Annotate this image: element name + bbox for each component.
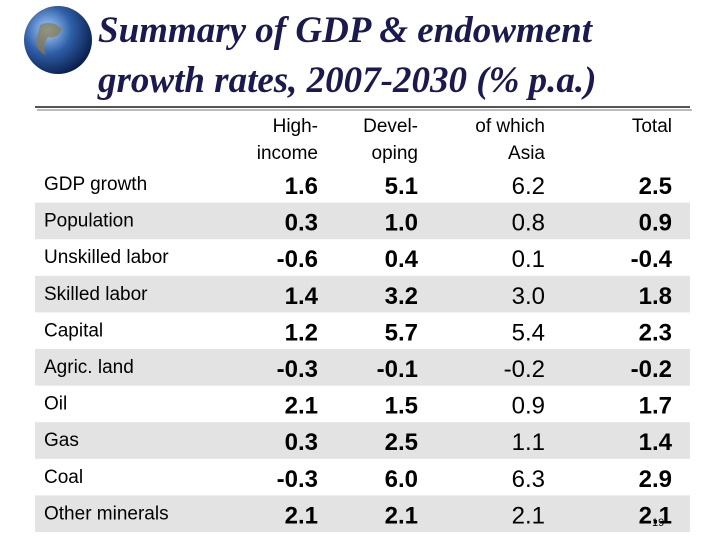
cell-value: 2.9 xyxy=(639,466,672,493)
row-band xyxy=(35,349,690,386)
cell-value: 1.4 xyxy=(285,283,319,310)
cell-value: -0.4 xyxy=(631,246,673,273)
row-label: Oil xyxy=(44,394,67,415)
row-label: Unskilled labor xyxy=(44,247,169,268)
column-header: of which xyxy=(475,116,545,137)
cell-value: 2.1 xyxy=(385,502,418,529)
row-band xyxy=(35,422,690,459)
cell-value: 1.1 xyxy=(512,429,545,456)
page-number: 19 xyxy=(652,517,664,529)
globe-icon xyxy=(24,6,92,74)
title-line: growth rates, 2007-2030 (% p.a.) xyxy=(97,60,596,101)
cell-value: 5.1 xyxy=(385,173,418,200)
column-header: Asia xyxy=(508,143,545,164)
cell-value: -0.6 xyxy=(277,246,318,273)
row-label: Skilled labor xyxy=(44,284,148,305)
cell-value: 2.1 xyxy=(285,393,318,420)
row-label: Agric. land xyxy=(44,357,134,378)
row-label: Capital xyxy=(44,320,103,341)
cell-value: 2.1 xyxy=(285,502,318,529)
cell-value: 2.1 xyxy=(639,502,672,529)
cell-value: 1.2 xyxy=(285,319,318,346)
cell-value: 2.3 xyxy=(639,319,672,346)
row-band xyxy=(35,202,690,240)
cell-value: -0.2 xyxy=(631,356,672,383)
cell-value: 2.1 xyxy=(512,502,545,529)
cell-value: 5.7 xyxy=(385,319,418,346)
row-band xyxy=(35,275,690,313)
cell-value: 0.9 xyxy=(512,393,545,420)
row-label: Gas xyxy=(44,430,79,451)
cell-value: 1.0 xyxy=(385,210,418,237)
cell-value: -0.1 xyxy=(377,356,418,383)
cell-value: 0.8 xyxy=(512,210,545,237)
cell-value: 1.7 xyxy=(639,393,672,420)
column-header: High- xyxy=(273,116,318,137)
cell-value: 0.4 xyxy=(385,246,419,273)
cell-value: 5.4 xyxy=(512,319,545,346)
column-header: Total xyxy=(632,116,672,137)
cell-value: -0.2 xyxy=(504,356,545,383)
row-band xyxy=(35,495,690,532)
cell-value: 2.5 xyxy=(639,173,672,200)
cell-value: 0.9 xyxy=(639,210,672,237)
cell-value: -0.3 xyxy=(277,466,318,493)
cell-value: 1.6 xyxy=(285,173,318,200)
cell-value: 6.2 xyxy=(512,173,545,200)
cell-value: 1.5 xyxy=(385,393,418,420)
column-header: Devel- xyxy=(363,116,418,137)
column-header: oping xyxy=(372,143,419,164)
cell-value: 1.4 xyxy=(639,429,673,456)
cell-value: 0.3 xyxy=(285,429,318,456)
cell-value: 6.3 xyxy=(512,466,545,493)
row-bands xyxy=(35,202,690,532)
cell-value: 2.5 xyxy=(385,429,418,456)
cell-value: 0.1 xyxy=(512,246,545,273)
cell-value: 3.2 xyxy=(385,283,418,310)
cell-value: 1.8 xyxy=(639,283,672,310)
globe-land xyxy=(36,22,62,55)
row-label: Population xyxy=(44,211,134,232)
row-label: Coal xyxy=(44,467,83,488)
cell-value: 0.3 xyxy=(285,210,318,237)
cell-value: 3.0 xyxy=(512,283,545,310)
row-label: Other minerals xyxy=(44,503,169,524)
column-header: income xyxy=(257,143,318,164)
cell-value: -0.3 xyxy=(277,356,318,383)
row-label: GDP growth xyxy=(44,174,147,195)
cell-value: 6.0 xyxy=(385,466,418,493)
title-line: Summary of GDP & endowment xyxy=(98,10,594,51)
